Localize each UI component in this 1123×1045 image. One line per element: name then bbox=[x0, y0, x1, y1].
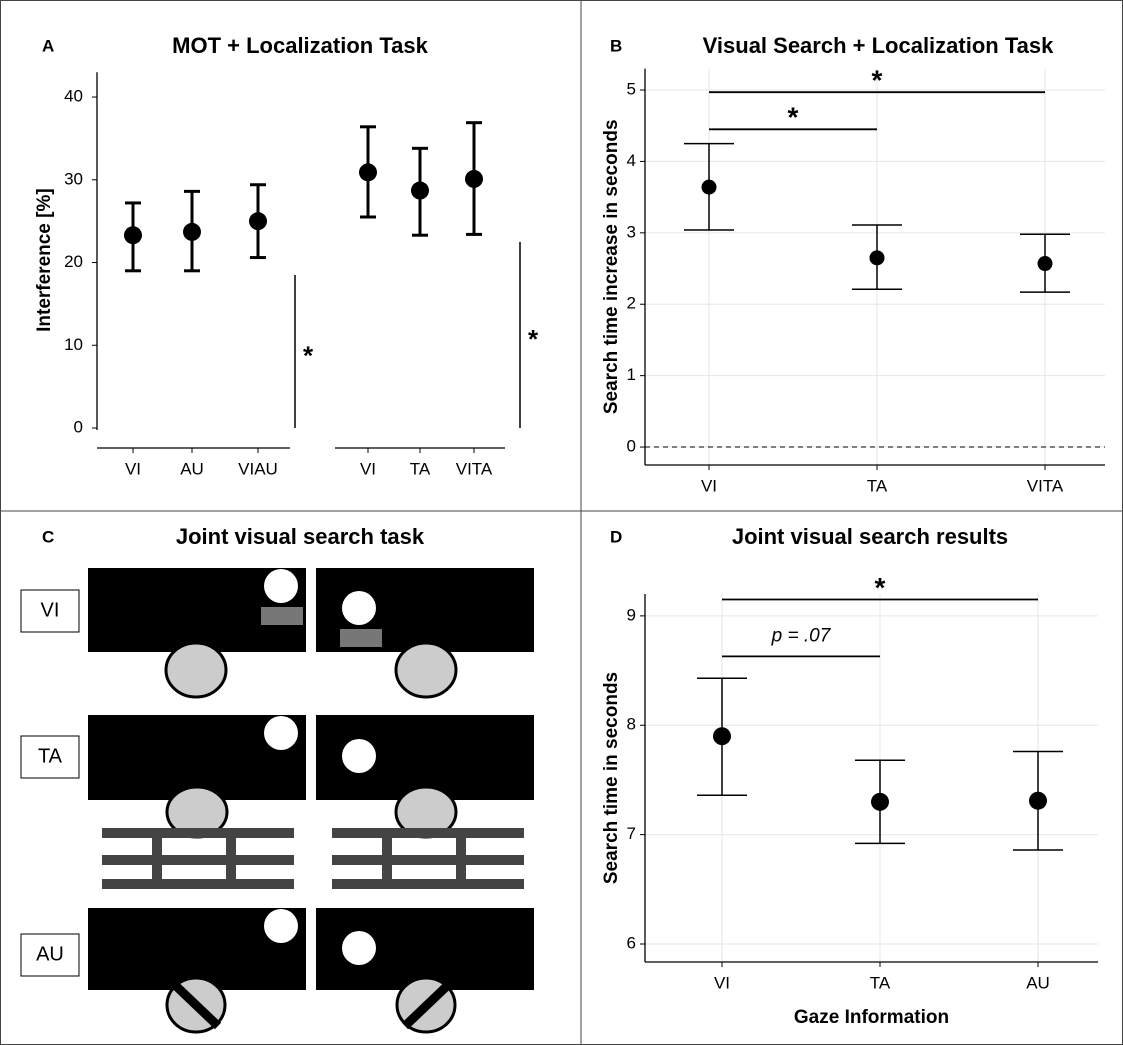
x-tick-label: VI bbox=[701, 476, 717, 495]
y-tick-label: 8 bbox=[627, 715, 636, 734]
significance-label: * bbox=[528, 324, 539, 354]
panel-letter: A bbox=[42, 36, 54, 55]
target bbox=[342, 591, 376, 625]
chart-title: Joint visual search results bbox=[732, 524, 1008, 549]
row-label: VI bbox=[41, 599, 60, 621]
search-area bbox=[261, 607, 303, 625]
headphones bbox=[401, 981, 452, 1030]
y-tick-label: 6 bbox=[627, 933, 636, 952]
point bbox=[359, 163, 377, 182]
x-tick-label: VITA bbox=[456, 459, 493, 478]
y-tick-label: 7 bbox=[627, 824, 636, 843]
row-label: TA bbox=[38, 745, 63, 767]
point bbox=[411, 181, 429, 200]
x-tick-label: VI bbox=[714, 973, 730, 992]
y-tick-label: 30 bbox=[64, 169, 83, 188]
y-axis-label: Interference [%] bbox=[34, 188, 55, 332]
point bbox=[124, 226, 142, 245]
y-tick-label: 2 bbox=[627, 294, 636, 313]
x-tick-label: VITA bbox=[1027, 476, 1064, 495]
y-axis-label: Search time increase in seconds bbox=[601, 119, 622, 414]
chart-title: MOT + Localization Task bbox=[172, 33, 428, 58]
point bbox=[1029, 791, 1047, 810]
y-tick-label: 3 bbox=[627, 222, 636, 241]
y-tick-label: 0 bbox=[627, 437, 636, 456]
x-tick-label: TA bbox=[410, 459, 431, 478]
panel-letter: B bbox=[610, 36, 622, 55]
panel-letter: D bbox=[610, 527, 622, 546]
y-tick-label: 20 bbox=[64, 252, 83, 271]
search-area bbox=[340, 629, 382, 647]
row-labels: VI TA AU bbox=[20, 589, 80, 977]
point bbox=[701, 179, 717, 195]
y-tick-label: 40 bbox=[64, 87, 83, 106]
x-tick-label: TA bbox=[870, 973, 891, 992]
head bbox=[394, 641, 458, 699]
headphones bbox=[171, 981, 222, 1030]
point bbox=[183, 222, 201, 241]
x-tick-label: VI bbox=[360, 459, 376, 478]
bracket-label: * bbox=[788, 102, 799, 133]
x-axis-label: Gaze Information bbox=[794, 1007, 949, 1028]
x-tick-label: AU bbox=[180, 459, 204, 478]
y-tick-label: 4 bbox=[627, 151, 636, 170]
panel-title: Joint visual search task bbox=[176, 524, 425, 549]
target bbox=[264, 716, 298, 750]
label-box bbox=[20, 735, 80, 779]
x-tick-label: AU bbox=[1026, 973, 1050, 992]
significance-label: * bbox=[303, 340, 314, 370]
point bbox=[869, 250, 885, 266]
y-tick-label: 1 bbox=[627, 365, 636, 384]
target bbox=[342, 931, 376, 965]
label-box bbox=[20, 933, 80, 977]
x-tick-label: VI bbox=[125, 459, 141, 478]
panel-letter: C bbox=[42, 527, 54, 546]
point bbox=[465, 169, 483, 188]
apparatus bbox=[102, 828, 524, 889]
x-tick-label: TA bbox=[867, 476, 888, 495]
target bbox=[264, 569, 298, 603]
chart-title: Visual Search + Localization Task bbox=[703, 33, 1054, 58]
head bbox=[164, 641, 228, 699]
panel-c: C Joint visual search task VI TA AU bbox=[20, 524, 534, 1034]
point bbox=[249, 212, 267, 231]
y-tick-label: 10 bbox=[64, 335, 83, 354]
bracket-label: * bbox=[875, 572, 886, 603]
y-tick-label: 5 bbox=[627, 80, 636, 99]
bracket-label: * bbox=[872, 65, 883, 96]
target bbox=[264, 909, 298, 943]
x-tick-label: VIAU bbox=[238, 459, 278, 478]
point bbox=[713, 727, 731, 746]
target bbox=[342, 739, 376, 773]
y-axis-label: Search time in seconds bbox=[601, 672, 622, 884]
y-tick-label: 9 bbox=[627, 605, 636, 624]
bracket-label: p = .07 bbox=[771, 625, 832, 646]
point bbox=[871, 792, 889, 811]
label-box bbox=[20, 589, 80, 633]
point bbox=[1037, 256, 1053, 272]
row-label: AU bbox=[36, 943, 64, 965]
y-tick-label: 0 bbox=[74, 418, 83, 437]
